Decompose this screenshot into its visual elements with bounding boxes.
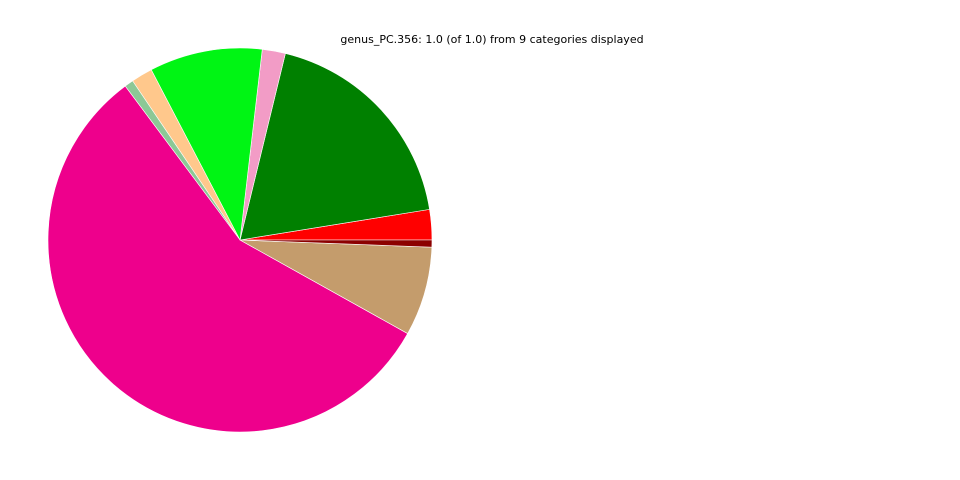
pie-slice-2 <box>239 53 430 241</box>
pie-slice-7 <box>47 85 408 433</box>
pie-slices <box>47 47 433 433</box>
pie-slice-4 <box>150 47 263 241</box>
pie-slice-9 <box>239 239 433 248</box>
chart-title: genus_PC.356: 1.0 (of 1.0) from 9 catego… <box>340 33 644 46</box>
